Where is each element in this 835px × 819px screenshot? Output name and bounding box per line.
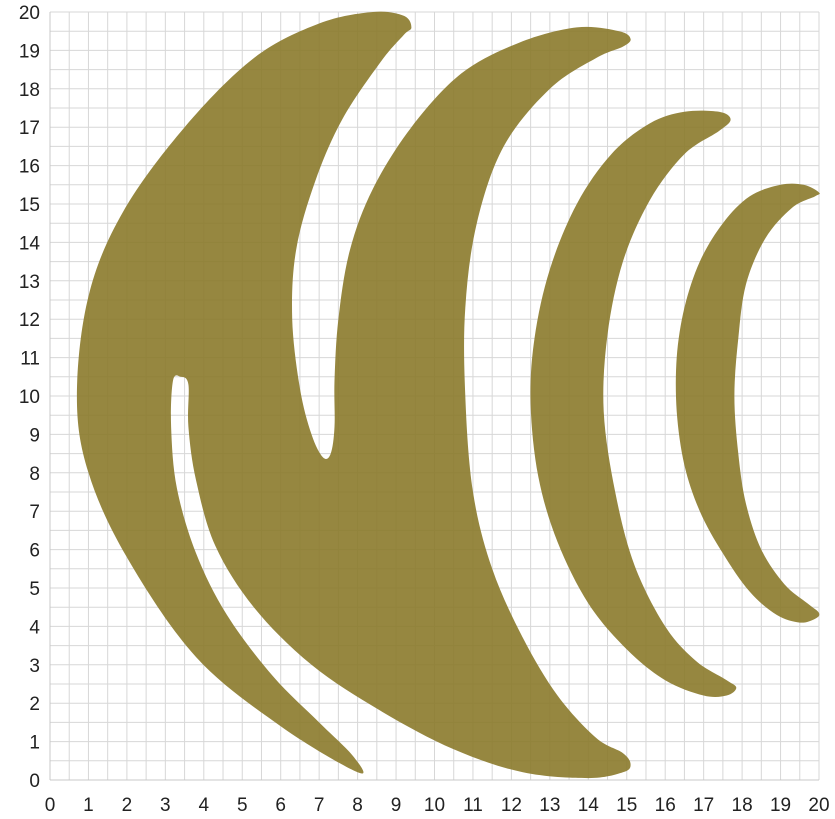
y-tick-label: 20: [19, 3, 40, 24]
y-tick-label: 12: [19, 310, 40, 331]
x-tick-label: 15: [616, 795, 637, 816]
x-tick-label: 1: [83, 795, 94, 816]
x-tick-label: 9: [391, 795, 402, 816]
x-tick-label: 19: [770, 795, 791, 816]
x-tick-label: 18: [732, 795, 753, 816]
y-tick-label: 16: [19, 157, 40, 178]
x-tick-label: 8: [352, 795, 363, 816]
x-tick-labels: 0 1 2 3 4 5 6 7 8 9 10 11 12 13 14 15 16 17 18 19 20: [45, 795, 830, 816]
axes: [49, 12, 819, 781]
y-tick-label: 0: [29, 771, 40, 792]
x-tick-label: 10: [424, 795, 445, 816]
y-tick-label: 3: [29, 656, 40, 677]
y-tick-label: 8: [29, 464, 40, 485]
x-tick-label: 12: [501, 795, 522, 816]
x-tick-label: 14: [578, 795, 600, 816]
x-tick-label: 0: [45, 795, 56, 816]
y-tick-label: 11: [20, 349, 40, 370]
y-tick-label: 19: [19, 41, 40, 62]
y-tick-label: 5: [29, 579, 40, 600]
x-tick-label: 17: [693, 795, 714, 816]
y-tick-label: 13: [19, 272, 40, 293]
y-tick-label: 2: [29, 694, 40, 715]
x-tick-label: 4: [199, 795, 210, 816]
x-tick-label: 5: [237, 795, 248, 816]
y-tick-label: 4: [29, 617, 40, 638]
medium-crescent: [530, 110, 737, 698]
crescent-shapes: [76, 11, 820, 779]
x-tick-label: 2: [122, 795, 133, 816]
x-tick-label: 20: [808, 795, 829, 816]
x-tick-label: 3: [160, 795, 171, 816]
x-tick-label: 13: [539, 795, 560, 816]
y-tick-label: 17: [19, 118, 40, 139]
x-tick-label: 16: [655, 795, 676, 816]
x-tick-label: 6: [275, 795, 286, 816]
y-tick-label: 15: [19, 195, 40, 216]
y-tick-label: 6: [29, 541, 40, 562]
y-tick-label: 9: [29, 425, 40, 446]
x-tick-label: 11: [463, 795, 483, 816]
y-tick-label: 1: [29, 733, 40, 754]
y-tick-label: 18: [19, 80, 40, 101]
large-crescent-body: [76, 11, 631, 779]
y-tick-label: 7: [29, 502, 40, 523]
x-tick-label: 7: [314, 795, 325, 816]
small-crescent: [675, 183, 820, 623]
y-tick-label: 14: [19, 233, 41, 254]
y-tick-label: 10: [19, 387, 40, 408]
